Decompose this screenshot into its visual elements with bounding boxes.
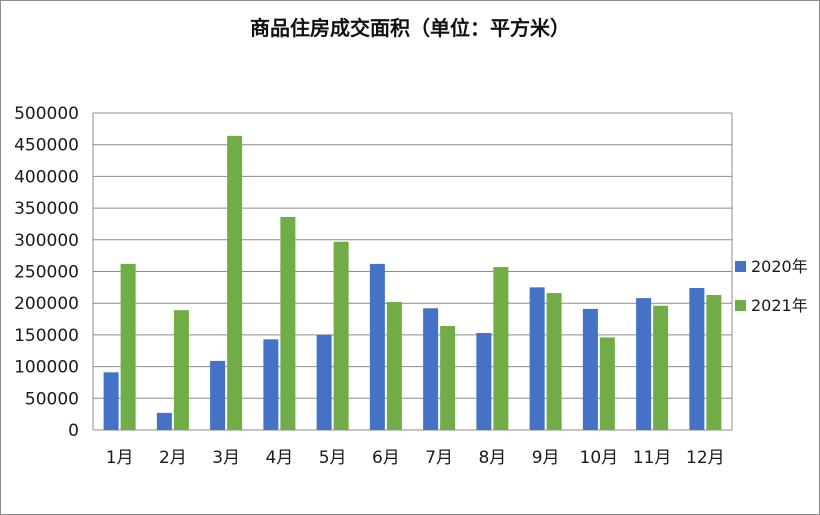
- bar-2020年-8月: [476, 332, 492, 430]
- y-tick-label: 400000: [14, 167, 79, 187]
- y-tick-label: 500000: [14, 104, 79, 124]
- y-tick-label: 300000: [14, 231, 79, 251]
- y-tick-label: 350000: [14, 199, 79, 219]
- x-axis-ticks: 1月 2月 3月 4月 5月 6月 7月 8月 9月 10月 11月 12月: [106, 448, 725, 468]
- bar-2021年-4月: [280, 216, 296, 430]
- x-tick-label: 8月: [478, 448, 506, 468]
- bar-2021年-12月: [706, 294, 722, 430]
- x-tick-label: 9月: [532, 448, 560, 468]
- bar-2020年-12月: [689, 287, 705, 430]
- legend-label: 2020年: [751, 257, 808, 276]
- bar-2021年-5月: [333, 241, 349, 430]
- bar-2020年-3月: [210, 360, 226, 430]
- y-tick-label: 450000: [14, 136, 79, 156]
- x-tick-label: 4月: [265, 448, 293, 468]
- y-tick-label: 50000: [25, 389, 79, 409]
- bar-2021年-7月: [440, 326, 456, 430]
- y-tick-label: 0: [68, 421, 79, 441]
- bar-2021年-10月: [599, 337, 615, 430]
- y-axis-ticks: 0 50000 100000 150000 200000 250000 300000 3500…: [14, 104, 79, 441]
- bars: [103, 135, 722, 430]
- x-tick-label: 11月: [633, 448, 672, 468]
- bar-2020年-11月: [636, 298, 652, 430]
- bar-2020年-6月: [369, 263, 385, 430]
- y-tick-label: 200000: [14, 294, 79, 314]
- y-tick-label: 150000: [14, 326, 79, 346]
- x-tick-label: 5月: [319, 448, 347, 468]
- gridlines: [92, 112, 733, 431]
- bar-2020年-4月: [263, 339, 279, 430]
- y-tick-label: 100000: [14, 358, 79, 378]
- x-tick-label: 12月: [686, 448, 725, 468]
- bar-2021年-8月: [493, 267, 509, 430]
- bar-2020年-2月: [156, 412, 172, 430]
- bar-2021年-3月: [227, 135, 243, 430]
- x-tick-label: 6月: [372, 448, 400, 468]
- bar-2021年-11月: [653, 305, 669, 430]
- legend-label: 2021年: [751, 296, 808, 315]
- chart-title: 商品住房成交面积（单位：平方米）: [250, 16, 570, 40]
- bar-2020年-5月: [316, 334, 332, 430]
- bar-2020年-7月: [423, 308, 439, 430]
- bar-2021年-6月: [386, 301, 402, 430]
- bar-2021年-9月: [546, 293, 562, 430]
- x-tick-label: 10月: [580, 448, 619, 468]
- bar-2020年-10月: [582, 308, 598, 430]
- bar-2020年-1月: [103, 372, 119, 430]
- x-tick-label: 1月: [106, 448, 134, 468]
- bar-2020年-9月: [529, 287, 545, 430]
- x-tick-label: 7月: [425, 448, 453, 468]
- y-tick-label: 250000: [14, 263, 79, 283]
- x-tick-label: 3月: [212, 448, 240, 468]
- x-tick-label: 2月: [159, 448, 187, 468]
- bar-2021年-1月: [120, 263, 136, 430]
- legend: 2020年 2021年: [735, 257, 808, 315]
- bar-2021年-2月: [173, 310, 189, 430]
- legend-swatch: [735, 300, 746, 311]
- legend-swatch: [735, 261, 746, 272]
